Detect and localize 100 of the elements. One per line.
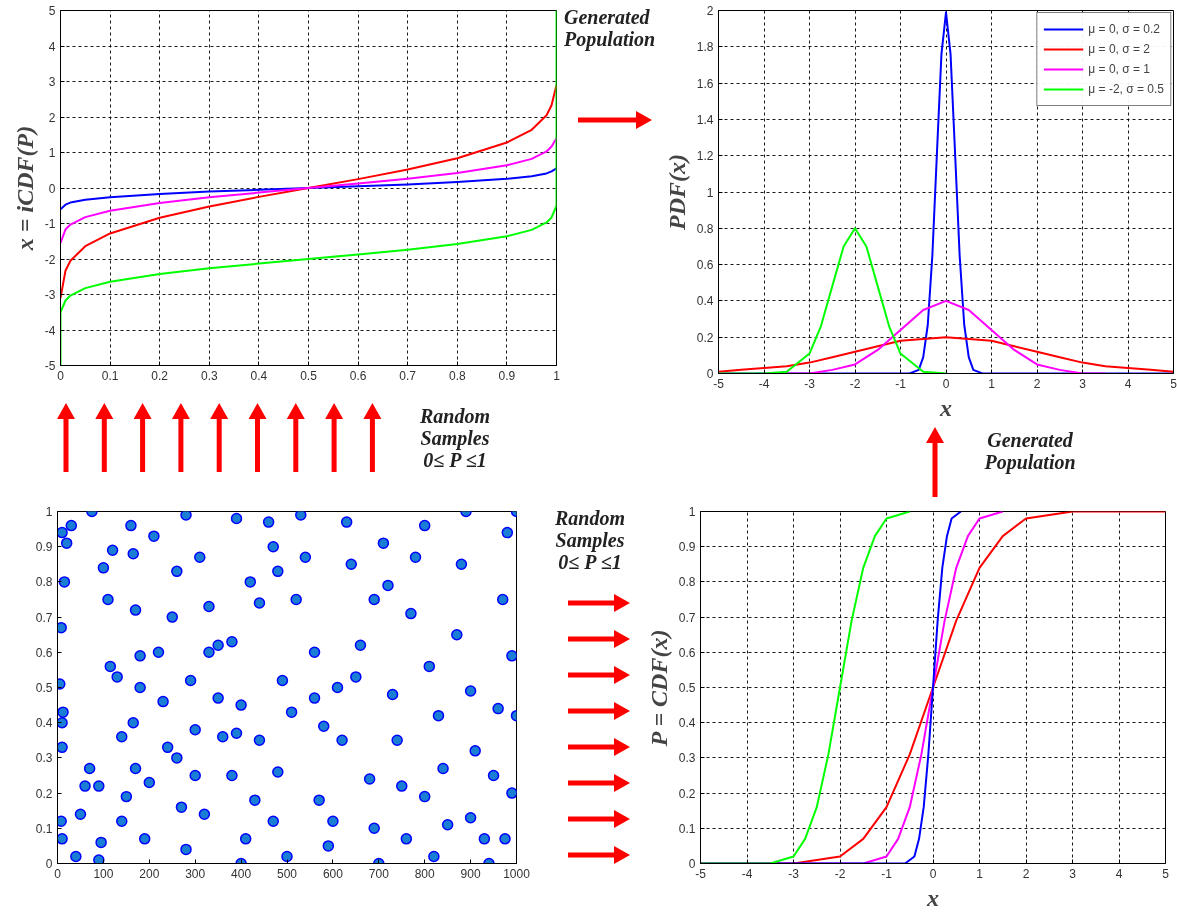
line-series [60,167,557,211]
y-tick-label: 0.9 [678,540,696,555]
y-tick-label: 1 [48,146,56,160]
x-tick-label: 4 [1124,376,1132,391]
x-tick-label: 600 [322,866,344,881]
y-tick-label: 0.8 [696,221,714,236]
x-tick-label: 0.2 [151,368,169,383]
y-tick-label: 0.3 [35,751,53,766]
legend-label: μ = 0, σ = 1 [1088,62,1150,76]
x-tick-label: -1 [895,376,907,391]
x-axis-title: x [939,394,952,421]
y-tick-label: 1.4 [696,112,714,127]
x-tick-label: 1 [976,866,984,881]
x-tick-label: -1 [881,866,893,881]
y-tick-label: 3 [48,75,56,89]
y-tick-label: 0.1 [35,821,53,836]
y-tick-label: -1 [44,217,56,231]
x-tick-label: 0.1 [101,368,119,383]
y-axis-title: x = iCDF(P) [11,125,38,252]
y-tick-label: 0.7 [678,610,696,625]
y-tick-label: 0.3 [678,751,696,766]
x-tick-label: 3 [1079,376,1087,391]
y-tick-label: 0.5 [35,681,53,695]
y-tick-label: -4 [44,323,56,338]
x-tick-label: 0.9 [498,368,516,383]
x-tick-label: 0.3 [200,368,218,383]
x-tick-label: 800 [414,866,436,881]
y-tick-label: 0.9 [35,540,53,555]
y-tick-label: 0 [45,857,53,871]
legend-label: μ = 0, σ = 0.2 [1088,22,1160,36]
text: Generated Population [983,429,1077,473]
y-tick-label: 0.2 [35,786,53,801]
y-tick-label: 1 [45,505,53,519]
text: Generated Population [564,6,656,50]
y-tick-label: 0.8 [678,575,696,590]
line-series [60,137,557,245]
y-tick-label: 0.4 [678,716,696,731]
x-tick-label: 2 [1022,866,1030,881]
x-tick-label: 1 [553,368,561,383]
y-tick-label: 2 [706,4,714,18]
x-tick-label: -4 [758,376,770,391]
y-tick-label: 4 [48,39,56,54]
x-tick-label: 300 [185,866,206,881]
x-tick-label: 0 [942,376,950,391]
x-tick-label: -3 [788,866,800,881]
x-tick-label: -2 [834,866,846,881]
legend-label: μ = 0, σ = 2 [1088,42,1150,56]
y-tick-label: 1.8 [696,40,714,55]
y-tick-label: 0.6 [35,645,53,660]
line-series [60,84,557,300]
y-tick-label: 0.6 [696,258,714,273]
x-tick-label: 2 [1033,376,1041,391]
x-tick-label: 400 [231,866,252,881]
y-tick-label: 1.6 [696,76,714,91]
x-tick-label: -3 [804,376,816,391]
x-tick-label: 200 [139,866,160,881]
x-tick-label: 500 [276,866,298,881]
y-tick-label: 0 [48,181,56,196]
x-tick-label: 3 [1069,866,1077,881]
y-tick-label: 0.1 [678,821,696,836]
x-tick-label: 900 [460,866,481,881]
legend-label: μ = -2, σ = 0.5 [1088,82,1164,96]
x-tick-label: -4 [741,866,753,881]
x-tick-label: 1 [988,376,996,391]
y-tick-label: 0.4 [696,294,714,309]
x-tick-label: 0.8 [448,368,466,383]
y-tick-label: 1 [706,185,714,200]
x-tick-label: 100 [93,866,114,881]
x-tick-label: -2 [849,376,861,391]
y-axis-title: P = CDF(x) [645,629,672,748]
x-tick-label: 5 [1162,866,1170,881]
y-tick-label: -2 [44,252,56,267]
y-tick-label: 0.5 [678,681,696,695]
y-tick-label: 1 [688,505,696,519]
y-tick-label: 1.2 [696,149,714,164]
x-tick-label: 1000 [503,866,531,881]
x-tick-label: 0.4 [250,368,268,383]
y-tick-label: 0.7 [35,610,53,625]
y-tick-label: 5 [48,4,56,18]
y-tick-label: 0.8 [35,575,53,590]
y-tick-label: -5 [44,359,56,373]
x-tick-label: 5 [1170,376,1177,391]
x-tick-label: 0.7 [399,368,417,383]
y-tick-label: 0.2 [696,330,714,345]
x-tick-label: 700 [368,866,390,881]
text: Random Samples 0≤ P ≤1 [419,405,491,471]
x-axis-title: x [926,884,939,911]
line-series [700,511,1166,864]
y-tick-label: 0.6 [678,645,696,660]
x-tick-label: 0 [929,866,937,881]
text: Random Samples 0≤ P ≤1 [554,507,626,573]
y-axis-title: PDF(x) [663,154,690,231]
y-tick-label: 0 [688,857,696,871]
x-tick-label: 0.5 [300,368,318,383]
x-tick-label: 0.6 [349,368,367,383]
y-tick-label: -3 [44,288,56,302]
y-tick-label: 2 [48,110,56,125]
x-tick-label: 4 [1115,866,1123,881]
y-tick-label: 0.4 [35,716,53,731]
y-tick-label: 0.2 [678,786,696,801]
